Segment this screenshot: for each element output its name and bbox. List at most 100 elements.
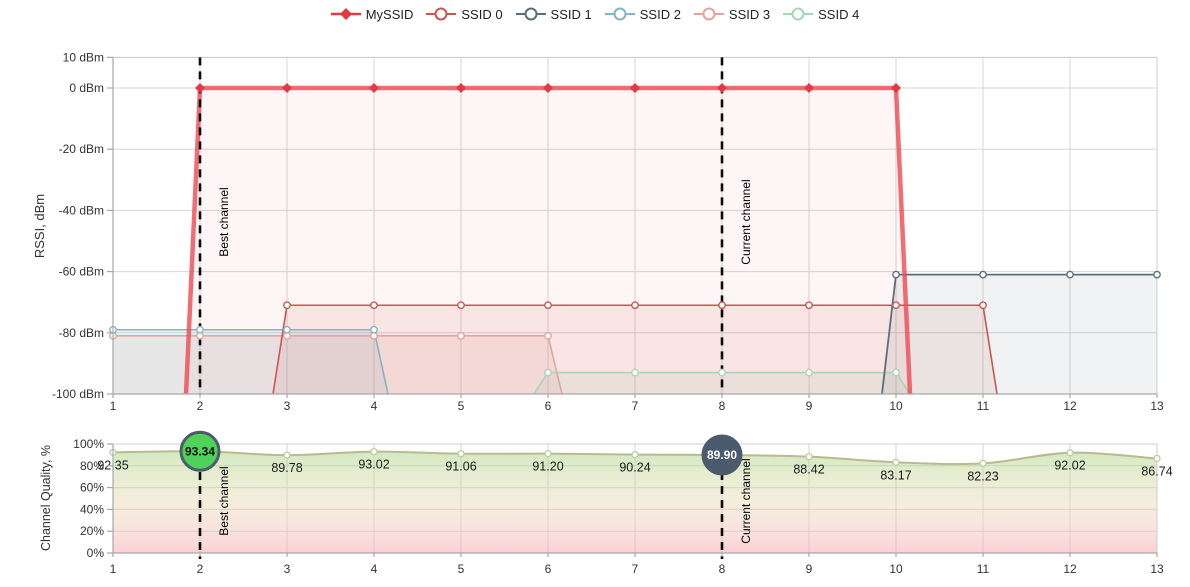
data-point-circle[interactable] (370, 301, 378, 310)
data-point-circle[interactable] (631, 368, 639, 377)
x-tick-label: 9 (806, 399, 813, 413)
quality-point[interactable] (892, 458, 900, 466)
y-tick-label: 60% (80, 481, 104, 495)
best-channel-badge-circle[interactable] (179, 430, 221, 472)
quality-axes (107, 443, 1158, 557)
x-tick-label: 5 (458, 562, 465, 576)
legend-item-ssid-3[interactable]: SSID 3 (693, 6, 770, 22)
data-point-diamond[interactable] (456, 83, 466, 93)
data-point-diamond[interactable] (282, 83, 292, 93)
legend-item-myssid[interactable]: MySSID (330, 6, 413, 22)
series-markers-ssid-1 (892, 270, 1161, 279)
quality-axis-title: Channel Quality, % (39, 445, 53, 551)
data-point-circle[interactable] (631, 301, 639, 310)
data-point-circle[interactable] (805, 301, 813, 310)
data-point-circle[interactable] (805, 368, 813, 377)
legend: MySSID SSID 0 SSID 1 SSID 2 SSID 3 SSID 4 (0, 6, 1190, 22)
quality-point[interactable] (544, 449, 552, 458)
data-point-circle[interactable] (718, 301, 726, 310)
y-tick-label: -40 dBm (59, 203, 104, 217)
y-tick-label: 80% (80, 459, 104, 473)
rssi-axes (107, 56, 1158, 398)
x-tick-label: 12 (1063, 562, 1077, 576)
circle-series-marker-icon (783, 7, 814, 21)
quality-point[interactable] (631, 450, 639, 459)
current-channel-badge-circle[interactable] (701, 434, 743, 476)
x-tick-label: 2 (197, 562, 204, 576)
annotation-label: Current channel (739, 458, 753, 543)
y-tick-label: 0 dBm (69, 81, 104, 95)
x-tick-label: 8 (719, 399, 726, 413)
data-point-circle[interactable] (370, 325, 378, 334)
data-point-circle[interactable] (544, 301, 552, 310)
data-point-diamond[interactable] (195, 83, 205, 93)
quality-point[interactable] (457, 450, 465, 458)
data-point-circle[interactable] (979, 270, 987, 279)
data-point-circle[interactable] (979, 301, 987, 310)
current-channel-badge[interactable]: 89.90 (701, 434, 743, 476)
x-tick-label: 11 (977, 562, 990, 576)
data-point-circle[interactable] (718, 368, 726, 377)
x-tick-label: 1 (110, 399, 117, 413)
series-markers-ssid-4 (544, 368, 900, 377)
data-point-circle[interactable] (283, 301, 291, 310)
annotation-label: Best channel (217, 466, 231, 535)
legend-item-ssid-1[interactable]: SSID 1 (515, 6, 592, 22)
data-point-circle[interactable] (892, 368, 900, 377)
series-markers-myssid (195, 83, 901, 93)
data-point-circle[interactable] (892, 301, 900, 310)
data-point-circle[interactable] (892, 270, 900, 279)
legend-item-ssid-0[interactable]: SSID 0 (426, 6, 503, 22)
data-point-circle[interactable] (457, 301, 465, 310)
x-tick-label: 13 (1150, 562, 1164, 576)
data-point-circle[interactable] (196, 325, 204, 334)
y-tick-label: 20% (80, 524, 104, 538)
y-tick-label: 0% (87, 546, 105, 560)
x-tick-label: 5 (458, 399, 465, 413)
data-point-circle[interactable] (544, 368, 552, 377)
series-markers-ssid-0 (283, 301, 987, 310)
y-tick-label: -100 dBm (52, 387, 104, 401)
quality-value-label: 89.78 (271, 461, 302, 475)
data-point-circle[interactable] (1153, 270, 1161, 279)
series-fill-ssid-3 (113, 335, 562, 394)
y-tick-label: 10 dBm (63, 50, 104, 64)
quality-point[interactable] (979, 459, 987, 468)
quality-value-label: 86.74 (1141, 464, 1172, 478)
data-point-diamond[interactable] (630, 83, 640, 93)
x-tick-label: 2 (197, 399, 204, 413)
series-fill-ssid-2 (113, 329, 388, 394)
quality-point[interactable] (283, 451, 291, 459)
legend-item-ssid-2[interactable]: SSID 2 (604, 6, 681, 22)
data-point-circle[interactable] (457, 331, 465, 340)
data-point-circle[interactable] (283, 325, 291, 334)
quality-point[interactable] (1066, 449, 1074, 457)
rssi-chart: Best channel Current channel 10 dBm 0 dBm -2… (32, 50, 1164, 413)
rssi-axis-title: RSSI, dBm (32, 194, 47, 258)
x-tick-label: 1 (110, 562, 117, 576)
x-tick-label: 6 (545, 562, 552, 576)
best-channel-badge[interactable]: 93.34 (179, 430, 221, 472)
quality-point[interactable] (805, 452, 813, 461)
quality-value-label: 92.02 (1054, 459, 1085, 473)
data-point-diamond[interactable] (891, 83, 901, 93)
x-tick-label: 4 (371, 562, 378, 576)
quality-value-label: 82.23 (967, 469, 998, 483)
data-point-circle[interactable] (544, 331, 552, 340)
series-markers-ssid-3 (109, 331, 552, 340)
quality-point[interactable] (370, 447, 378, 456)
y-tick-label: -60 dBm (59, 265, 104, 279)
quality-value-label: 91.06 (445, 460, 476, 474)
circle-series-marker-icon (426, 7, 457, 21)
data-point-diamond[interactable] (543, 83, 553, 93)
legend-item-ssid-4[interactable]: SSID 4 (783, 6, 859, 22)
data-point-diamond[interactable] (369, 83, 379, 93)
x-tick-label: 7 (632, 399, 639, 413)
data-point-diamond[interactable] (717, 83, 727, 93)
data-point-circle[interactable] (1066, 270, 1074, 279)
quality-area-fill (113, 451, 1157, 553)
data-point-diamond[interactable] (804, 83, 814, 93)
quality-point[interactable] (1153, 454, 1161, 463)
y-tick-label: 40% (80, 502, 104, 516)
